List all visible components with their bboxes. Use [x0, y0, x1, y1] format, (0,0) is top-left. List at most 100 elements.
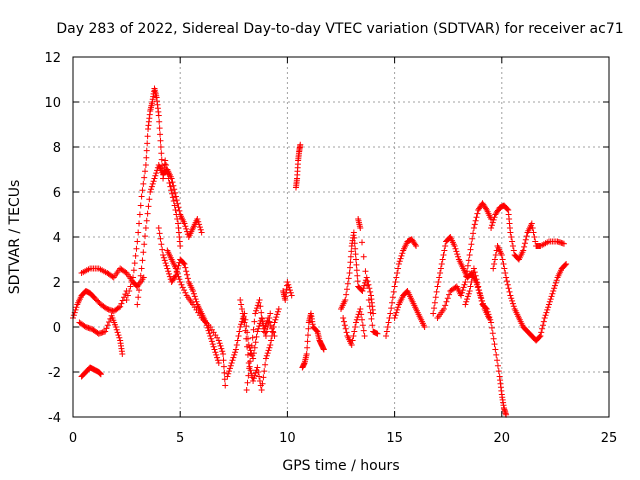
data-point-marker [191, 293, 198, 300]
data-point-marker [182, 264, 189, 271]
data-point-marker [241, 319, 248, 326]
x-tick-label: 15 [386, 431, 403, 446]
data-point-marker [385, 319, 392, 326]
series-track [292, 141, 304, 191]
data-point-marker [137, 202, 144, 209]
data-point-marker [122, 291, 129, 298]
data-point-marker [470, 265, 477, 272]
data-point-marker [70, 312, 77, 319]
data-point-marker [508, 295, 515, 302]
data-point-marker [539, 325, 546, 332]
data-point-marker [161, 257, 168, 264]
data-point-marker [438, 261, 445, 267]
data-point-marker [220, 351, 227, 357]
data-point-marker [157, 131, 164, 138]
data-point-marker [352, 324, 359, 330]
data-point-marker [392, 279, 399, 285]
data-point-marker [504, 281, 511, 288]
data-point-marker [473, 276, 480, 283]
data-point-marker [222, 382, 229, 389]
data-point-marker [531, 234, 538, 240]
data-point-marker [177, 243, 184, 249]
data-point-marker [344, 280, 351, 287]
series-track [155, 225, 222, 366]
data-point-marker [477, 294, 484, 301]
data-point-marker [395, 265, 402, 272]
data-point-marker [224, 373, 231, 380]
data-point-marker [215, 337, 222, 344]
data-point-marker [553, 277, 560, 284]
data-point-marker [254, 364, 261, 371]
data-point-marker [367, 288, 374, 295]
data-point-marker [509, 300, 516, 307]
data-point-marker [156, 125, 163, 132]
data-point-marker [190, 288, 197, 294]
data-point-marker [221, 369, 228, 376]
data-point-marker [94, 297, 101, 304]
data-point-marker [245, 372, 252, 379]
data-point-marker [91, 294, 98, 301]
data-point-marker [258, 387, 265, 393]
data-point-marker [171, 202, 178, 209]
data-point-marker [131, 260, 138, 267]
data-point-marker [491, 256, 498, 263]
axis-ticks: 0 5 10 15 20 25 -4 -2 0 2 4 6 8 10 12 [44, 51, 617, 446]
data-point-marker [412, 241, 419, 248]
data-point-marker [357, 225, 364, 231]
data-point-marker [274, 308, 281, 315]
data-point-marker [529, 225, 536, 231]
data-point-marker [462, 279, 469, 285]
data-point-marker [507, 229, 514, 236]
data-point-marker [233, 342, 240, 348]
data-point-marker [493, 351, 500, 358]
data-point-marker [232, 349, 239, 356]
data-point-marker [158, 156, 165, 163]
data-point-marker [176, 276, 183, 283]
data-point-marker [124, 292, 131, 299]
data-point-marker [467, 283, 474, 290]
data-point-marker [193, 298, 200, 305]
data-point-marker [434, 283, 441, 290]
data-point-marker [179, 284, 186, 291]
data-point-marker [430, 310, 437, 317]
data-point-marker [435, 279, 442, 285]
data-point-marker [234, 337, 241, 344]
data-point-marker [506, 288, 513, 295]
data-point-marker [138, 193, 145, 200]
data-point-marker [92, 296, 99, 303]
data-point-marker [259, 322, 266, 329]
data-point-marker [474, 210, 481, 217]
data-point-marker [156, 118, 163, 125]
data-point-marker [560, 240, 567, 247]
data-point-marker [249, 334, 256, 341]
data-point-marker [252, 339, 259, 346]
data-point-marker [184, 275, 191, 282]
data-point-marker [197, 226, 204, 233]
data-point-marker [254, 302, 261, 309]
data-point-marker [168, 187, 175, 194]
data-point-marker [256, 373, 263, 380]
data-point-marker [229, 357, 236, 364]
data-point-marker [342, 325, 349, 332]
data-point-marker [297, 141, 304, 148]
data-point-marker [272, 316, 279, 323]
data-point-marker [361, 333, 368, 339]
data-point-marker [353, 267, 360, 274]
data-point-marker [489, 330, 496, 337]
data-point-marker [498, 252, 505, 258]
data-point-marker [181, 287, 188, 294]
data-point-marker [458, 289, 465, 296]
data-point-marker [138, 265, 145, 272]
data-point-marker [483, 306, 490, 312]
grid-lines [73, 57, 609, 417]
data-point-marker [72, 306, 79, 313]
data-point-marker [546, 298, 553, 305]
data-point-marker [175, 204, 182, 211]
data-point-marker [204, 324, 211, 331]
data-point-marker [260, 374, 267, 381]
x-tick-label: 10 [279, 431, 296, 446]
data-point-marker [488, 324, 495, 331]
data-point-marker [261, 368, 268, 375]
data-point-marker [175, 273, 182, 280]
data-point-marker [230, 354, 237, 361]
